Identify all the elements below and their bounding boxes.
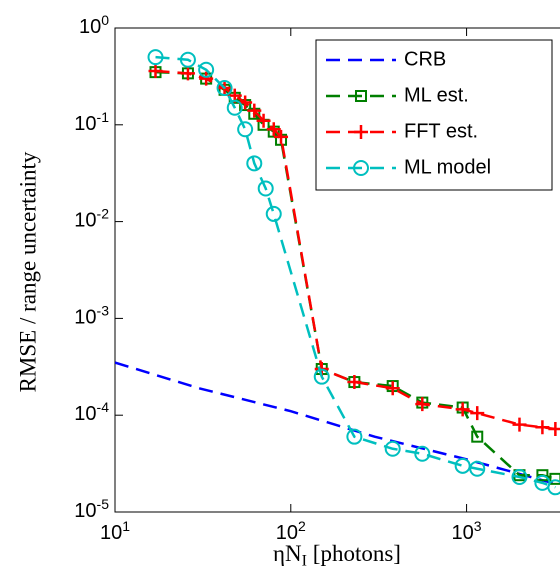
marker (313, 368, 330, 385)
legend-marker (354, 125, 368, 139)
legend-marker (355, 90, 367, 102)
marker (470, 406, 485, 421)
marker (547, 479, 560, 496)
marker (346, 428, 363, 445)
marker (384, 440, 401, 457)
marker (246, 155, 263, 172)
y-axis-label: RMSE / range uncertainty (15, 151, 40, 392)
series-line (115, 361, 560, 487)
y-tick-label: 10-4 (74, 399, 109, 426)
marker (216, 79, 233, 96)
marker (180, 66, 195, 81)
marker (415, 397, 430, 412)
plot-frame (114, 27, 560, 513)
x-tick-label: 102 (276, 518, 306, 545)
marker (256, 113, 271, 128)
marker (455, 402, 470, 417)
marker (471, 430, 484, 443)
marker (274, 129, 289, 144)
x-axis-label: ηNI [photons] (273, 541, 401, 569)
plot-area (115, 49, 560, 496)
legend-marker (353, 160, 369, 176)
marker (247, 103, 262, 118)
marker (265, 205, 282, 222)
marker (414, 445, 431, 462)
y-tick-label: 10-2 (74, 205, 109, 232)
marker (266, 122, 281, 137)
marker (536, 469, 549, 482)
marker (147, 49, 164, 66)
marker (535, 420, 550, 435)
marker (257, 180, 274, 197)
marker (511, 468, 528, 485)
marker (148, 63, 163, 78)
x-tick-label: 101 (100, 518, 130, 545)
marker (385, 381, 400, 396)
marker (199, 71, 214, 86)
y-tick-label: 10-5 (74, 496, 109, 523)
marker (549, 472, 560, 485)
y-tick-label: 100 (79, 12, 109, 39)
marker (237, 121, 254, 138)
legend-label: ML est. (404, 84, 469, 106)
marker (179, 51, 196, 68)
marker (548, 422, 560, 437)
legend-label: ML model (404, 156, 491, 178)
y-tick-label: 10-3 (74, 302, 109, 329)
legend-label: CRB (404, 48, 446, 70)
marker (454, 457, 471, 474)
marker (512, 417, 527, 432)
series-line (155, 55, 556, 489)
legend-label: FFT est. (404, 120, 478, 142)
marker (198, 61, 215, 78)
marker (226, 99, 243, 116)
y-tick-label: 10-1 (74, 109, 109, 136)
x-tick-label: 103 (452, 518, 482, 545)
marker (347, 375, 362, 390)
marker (469, 460, 486, 477)
